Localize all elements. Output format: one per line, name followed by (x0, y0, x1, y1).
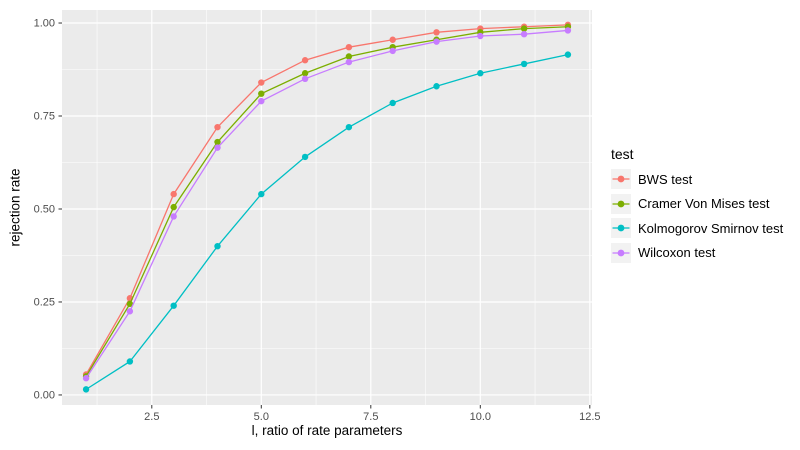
legend-key-icon (611, 218, 631, 238)
legend-key-icon (611, 242, 631, 263)
data-point (82, 386, 90, 393)
x-tick-label: 10.0 (470, 411, 491, 423)
data-point (126, 358, 134, 365)
data-point (564, 27, 572, 34)
legend-item-kolmogorov-smirnov-test: Kolmogorov Smirnov test (611, 218, 783, 238)
data-point (170, 203, 177, 211)
data-point (126, 308, 134, 315)
data-point (389, 36, 396, 43)
axis-tick-labels: 2.5 5.0 7.5 10.0 12.5 0.00 0.25 0.50 0.75 1.00 (34, 18, 601, 423)
data-point (258, 97, 265, 105)
data-point (214, 242, 221, 250)
data-point (258, 79, 265, 86)
data-point (433, 29, 440, 36)
y-tick-label: 0.25 (34, 297, 55, 309)
legend-item-cramer-von-mises-test: Cramer Von Mises test (611, 193, 783, 214)
gridlines-minor (62, 10, 592, 405)
legend-label: Cramer Von Mises test (638, 196, 770, 211)
axis-ticks (58, 22, 591, 409)
data-point (564, 51, 572, 58)
y-tick-label: 1.00 (34, 18, 55, 30)
y-axis-title-text: rejection rate (7, 168, 23, 247)
data-point (170, 302, 177, 309)
data-point (477, 32, 484, 40)
legend-items: BWS test Cramer Von Mises test Kolmogorov … (611, 169, 783, 263)
data-point (477, 70, 484, 77)
panel-background (62, 10, 592, 405)
series-line-wilcoxon-test (85, 29, 568, 379)
data-point (126, 300, 134, 308)
y-axis-title: rejection rate (0, 10, 30, 405)
y-tick-label: 0.00 (34, 390, 55, 402)
data-point (214, 144, 221, 151)
data-point (389, 47, 396, 55)
data-point (214, 138, 221, 146)
x-tick-label: 5.0 (254, 411, 269, 423)
data-point (301, 70, 309, 77)
series-line-cramer-von-mises-test (85, 26, 568, 377)
data-point (301, 153, 309, 161)
gridlines-major (62, 10, 592, 405)
data-point (214, 123, 221, 131)
y-tick-label: 0.50 (34, 204, 55, 216)
data-point (301, 75, 309, 83)
legend-key-icon (611, 169, 631, 189)
data-point (258, 190, 265, 198)
x-tick-label: 12.5 (579, 411, 600, 423)
legend-title: test (611, 146, 634, 162)
legend-item-bws-test: BWS test (611, 169, 783, 189)
y-tick-label: 0.75 (34, 111, 55, 123)
legend-label: Wilcoxon test (638, 245, 716, 260)
x-axis-title: l, ratio of rate parameters (251, 423, 403, 438)
data-point (301, 57, 309, 64)
data-point (520, 25, 528, 32)
data-point (170, 190, 177, 198)
data-point (345, 123, 353, 131)
data-point (170, 213, 177, 220)
legend-label: Kolmogorov Smirnov test (638, 220, 784, 236)
series-kolmogorov-smirnov-test (82, 51, 572, 393)
data-point (345, 43, 353, 51)
series-line-kolmogorov-smirnov-test (85, 53, 569, 390)
data-point (520, 60, 528, 68)
data-point (389, 99, 396, 107)
legend: test BWS test Cramer Von Mises test Kolmog… (611, 146, 783, 267)
data-point (345, 53, 353, 60)
x-tick-label: 7.5 (363, 411, 378, 423)
data-point (433, 38, 440, 45)
legend-label: BWS test (638, 171, 693, 187)
series-wilcoxon-test (82, 27, 572, 382)
x-tick-label: 2.5 (144, 411, 159, 423)
data-point (520, 30, 528, 38)
data-point (82, 375, 90, 382)
data-point (433, 83, 440, 90)
data-point (345, 58, 353, 66)
legend-item-wilcoxon-test: Wilcoxon test (611, 242, 783, 263)
legend-key-icon (611, 193, 631, 214)
data-point (258, 90, 265, 97)
series-line-bws-test (85, 24, 568, 375)
